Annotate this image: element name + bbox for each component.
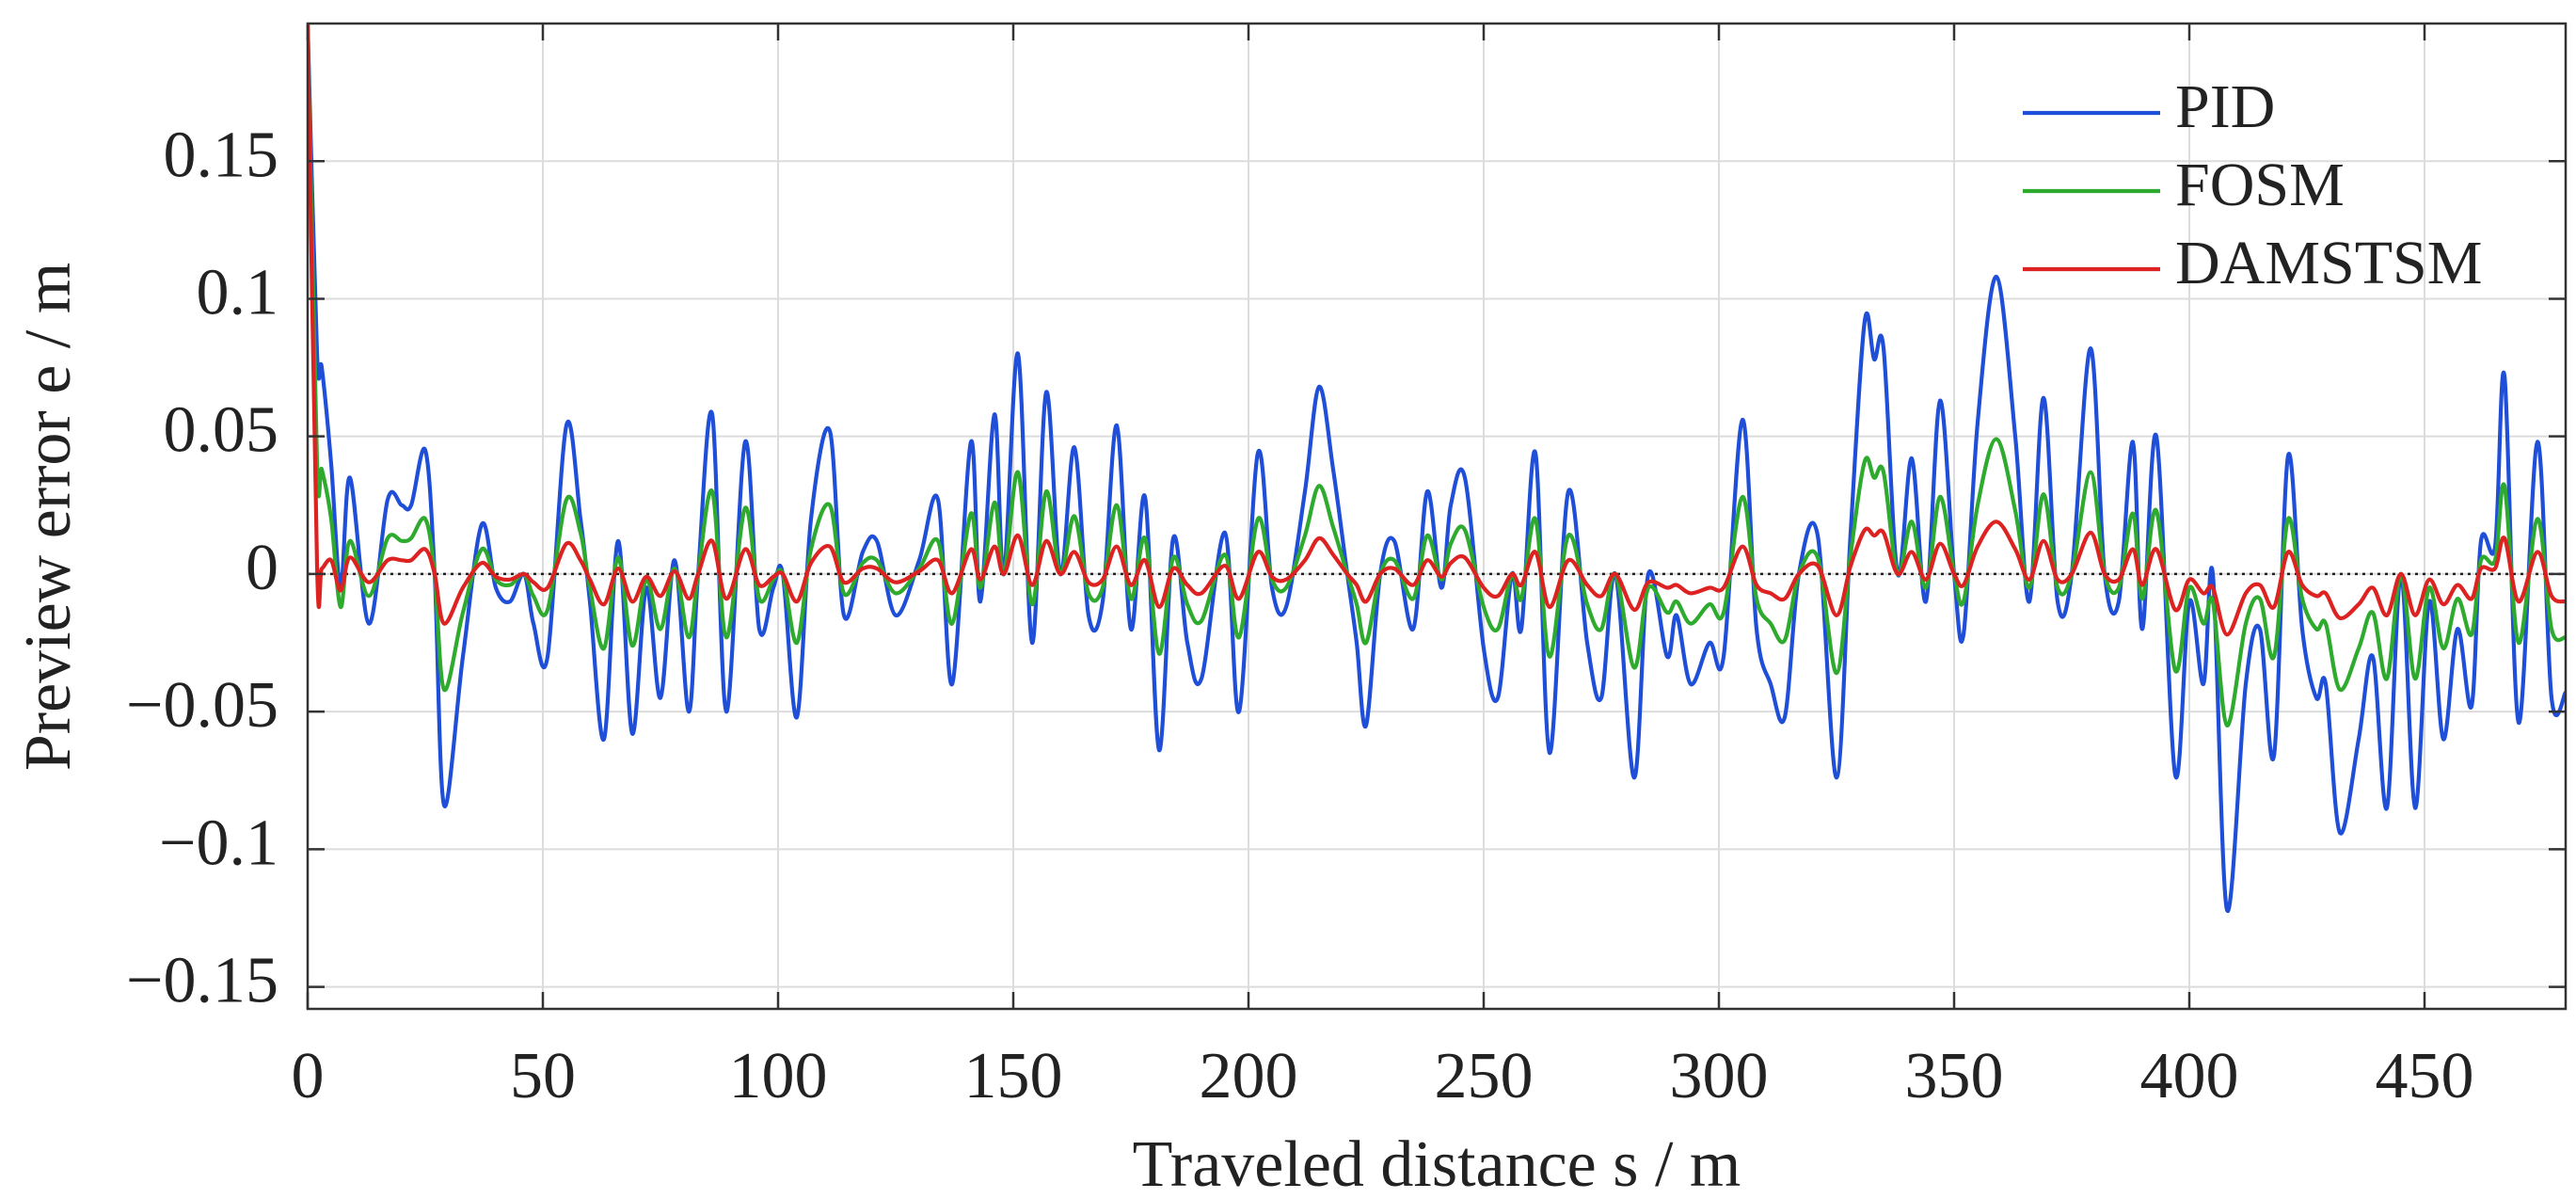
x-tick-label: 450 — [2376, 1040, 2474, 1112]
y-tick-label: 0 — [246, 532, 278, 604]
x-tick-label: 150 — [964, 1040, 1063, 1112]
x-tick-label: 300 — [1670, 1040, 1769, 1112]
y-tick-label: −0.05 — [126, 669, 278, 742]
y-tick-label: 0.1 — [197, 257, 279, 329]
y-axis-label: Preview error e / m — [12, 263, 85, 771]
legend: PID FOSM DAMSTSM — [2023, 72, 2482, 297]
x-tick-label: 50 — [510, 1040, 576, 1112]
plot-area — [308, 24, 2566, 913]
axes-box — [306, 22, 2568, 1011]
series-line — [308, 24, 2566, 637]
x-axis-label: Traveled distance s / m — [1133, 1128, 1741, 1199]
x-tick-label: 250 — [1435, 1040, 1534, 1112]
y-tick-label: −0.1 — [159, 807, 278, 879]
legend-label: DAMSTSM — [2175, 229, 2482, 297]
y-tick-label: 0.05 — [164, 394, 279, 467]
x-tick-label: 350 — [1905, 1040, 2004, 1112]
x-tick-label: 200 — [1200, 1040, 1298, 1112]
y-tick-label: −0.15 — [126, 945, 278, 1017]
x-tick-label: 400 — [2140, 1040, 2239, 1112]
legend-label: PID — [2175, 72, 2275, 141]
x-tick-label: 0 — [292, 1040, 325, 1112]
series-line — [308, 24, 2566, 727]
legend-label: FOSM — [2175, 151, 2345, 219]
x-tick-label: 100 — [729, 1040, 828, 1112]
ticks: −0.15 −0.1 −0.05 0 0.05 0.1 0.15 0 50 100 150 200 25… — [126, 24, 2566, 1112]
y-tick-label: 0.15 — [164, 119, 279, 191]
